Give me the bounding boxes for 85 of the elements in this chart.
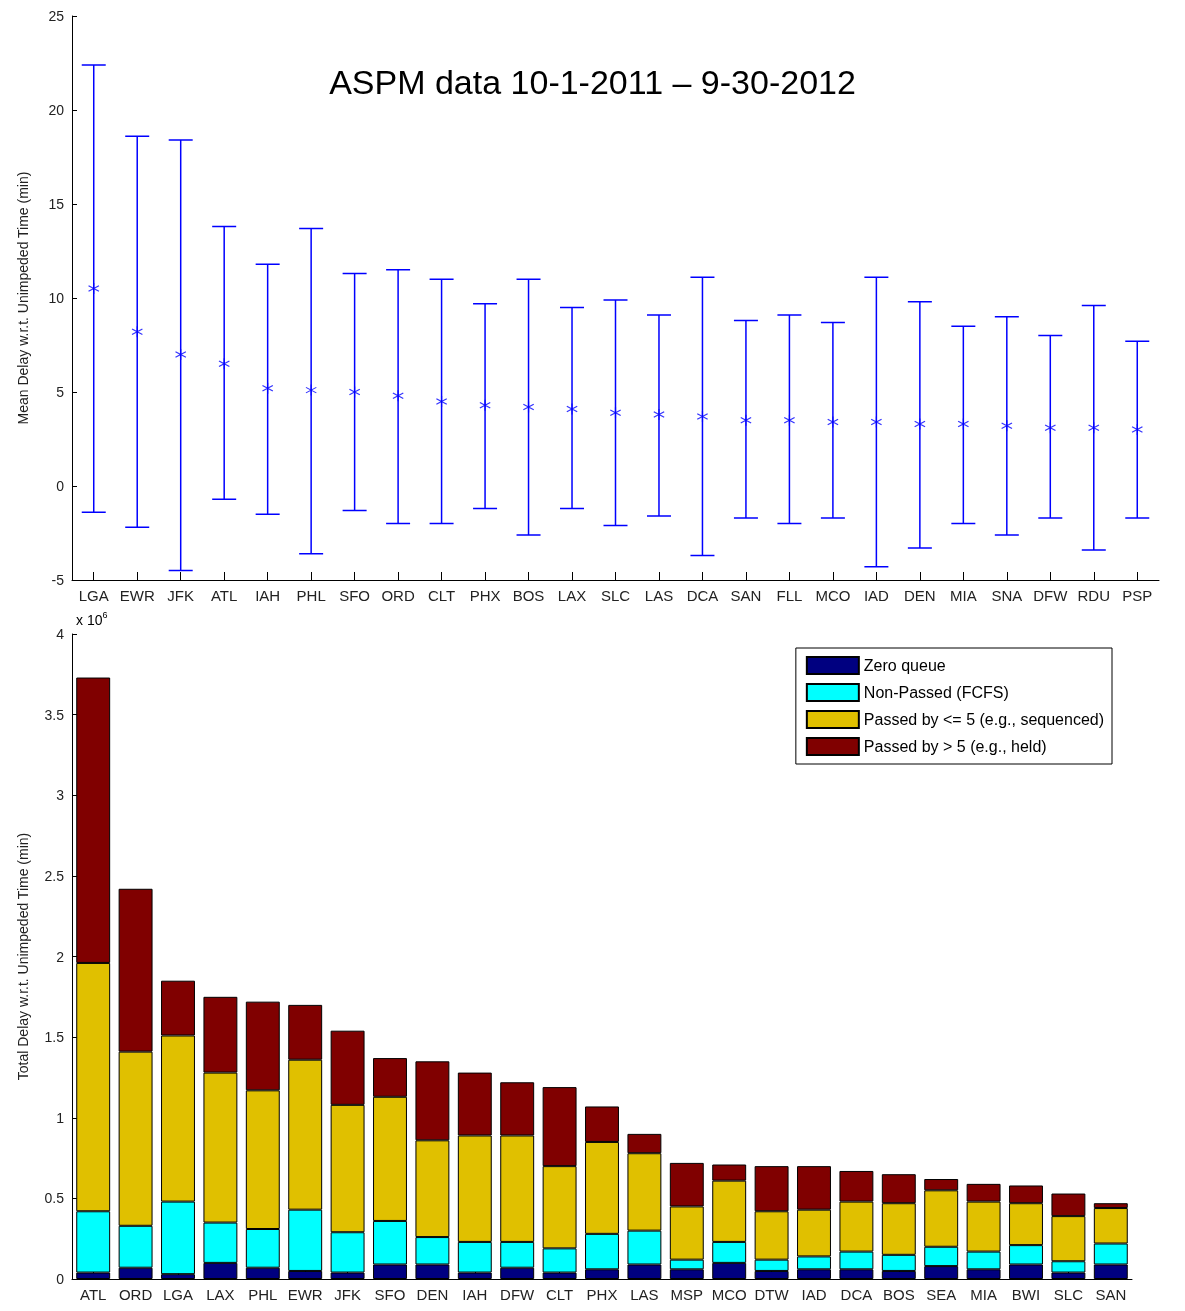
y-tick-label: 0 <box>56 478 65 494</box>
point <box>827 416 839 428</box>
x-tick-label: JFK <box>334 1286 361 1303</box>
x-tick-label: DEN <box>904 587 936 604</box>
x-tick-label: ORD <box>118 1286 153 1303</box>
x-tick-label: DEN <box>416 1286 449 1303</box>
y-tick-label: 25 <box>48 8 65 24</box>
legend-label: Zero queue <box>863 657 946 674</box>
x-tick-label: BWI <box>1011 1286 1041 1303</box>
point <box>957 418 969 430</box>
point <box>566 403 578 415</box>
x-tick-label: IAD <box>801 1286 827 1303</box>
point <box>349 386 361 398</box>
x-tick-label: MSP <box>670 1286 704 1303</box>
x-tick-label: SFO <box>374 1286 406 1303</box>
x-tick-label: EWR <box>287 1286 323 1303</box>
y-tick-label: 5 <box>56 384 65 400</box>
legend-label: Passed by <= 5 (e.g., sequenced) <box>863 711 1104 728</box>
x-tick-label: LGA <box>162 1286 194 1303</box>
x-tick-label: MCO <box>711 1286 747 1303</box>
x-tick-label: LAS <box>630 1286 659 1303</box>
x-tick-label: RDU <box>1077 587 1111 604</box>
x-tick-label: SEA <box>926 1286 957 1303</box>
x-tick-label: JFK <box>167 587 195 604</box>
y-tick-label: -5 <box>51 572 65 588</box>
x-tick-label: SAN <box>730 587 762 604</box>
x-tick-label: SNA <box>991 587 1023 604</box>
legend-label: Non-Passed (FCFS) <box>863 684 1009 701</box>
x-tick-label: ORD <box>381 587 415 604</box>
y-tick-label: 2 <box>56 948 65 965</box>
x-tick-label: DFW <box>1033 587 1069 604</box>
x-tick-label: PHX <box>586 1286 618 1303</box>
point <box>870 416 882 428</box>
x-tick-label: MIA <box>970 1286 997 1303</box>
point <box>740 414 752 426</box>
x-tick-label: SAN <box>1095 1286 1127 1303</box>
point <box>479 399 491 411</box>
y-tick-label: 3 <box>56 787 65 804</box>
x-tick-label: LAS <box>644 587 674 604</box>
y-axis-title: Total Delay w.r.t. Unimpeded Time (min) <box>15 832 31 1081</box>
text: ASPM data 10-1-2011 – 9-30-2012 <box>329 63 856 101</box>
x-tick-label: IAH <box>255 587 281 604</box>
x-tick-label: BOS <box>882 1286 915 1303</box>
x-tick-label: LAX <box>557 587 587 604</box>
x-tick-label: DFW <box>500 1286 536 1303</box>
x-tick-label: LAX <box>206 1286 235 1303</box>
x-tick-label: DCA <box>840 1286 873 1303</box>
x-tick-label: EWR <box>119 587 155 604</box>
x-tick-label: DCA <box>686 587 719 604</box>
x-tick-label: DTW <box>754 1286 790 1303</box>
x-tick-label: ATL <box>210 587 238 604</box>
x-tick-label: PSP <box>1122 587 1153 604</box>
y-tick-label: 20 <box>48 102 65 118</box>
y-tick-label: 2.5 <box>44 867 65 884</box>
point <box>392 390 404 402</box>
x-tick-label: ATL <box>80 1286 107 1303</box>
x-tick-label: PHX <box>469 587 501 604</box>
legend-label: Passed by > 5 (e.g., held) <box>863 738 1047 755</box>
x-tick-label: CLT <box>545 1286 574 1303</box>
x-tick-label: CLT <box>427 587 456 604</box>
x-tick-label: MCO <box>815 587 851 604</box>
y-tick-label: 1.5 <box>44 1029 65 1046</box>
y-tick-label: 0.5 <box>44 1190 65 1207</box>
y-tick-label: 10 <box>48 290 65 306</box>
point <box>436 395 448 407</box>
x-tick-label: SLC <box>1053 1286 1084 1303</box>
y-axis-title: Mean Delay w.r.t. Unimpeded Time (min) <box>15 171 31 425</box>
x-tick-label: IAD <box>863 587 890 604</box>
x-tick-label: MIA <box>950 587 977 604</box>
point <box>653 409 665 421</box>
y-tick-label: 15 <box>48 196 65 212</box>
x-tick-label: PHL <box>248 1286 278 1303</box>
point <box>523 401 535 413</box>
x-tick-label: BOS <box>512 587 545 604</box>
y-tick-label: 4 <box>56 626 65 642</box>
point <box>696 410 708 422</box>
x-tick-label: FLL <box>776 587 803 604</box>
y-tick-label: 1 <box>56 1109 65 1126</box>
y-tick-label: 3.5 <box>44 706 65 723</box>
x-tick-label: SFO <box>339 587 371 604</box>
x-tick-label: LGA <box>78 587 109 604</box>
x-tick-label: SLC <box>600 587 631 604</box>
x-tick-label: PHL <box>296 587 326 604</box>
x-tick-label: IAH <box>462 1286 488 1303</box>
y-tick-label: 0 <box>56 1271 65 1287</box>
